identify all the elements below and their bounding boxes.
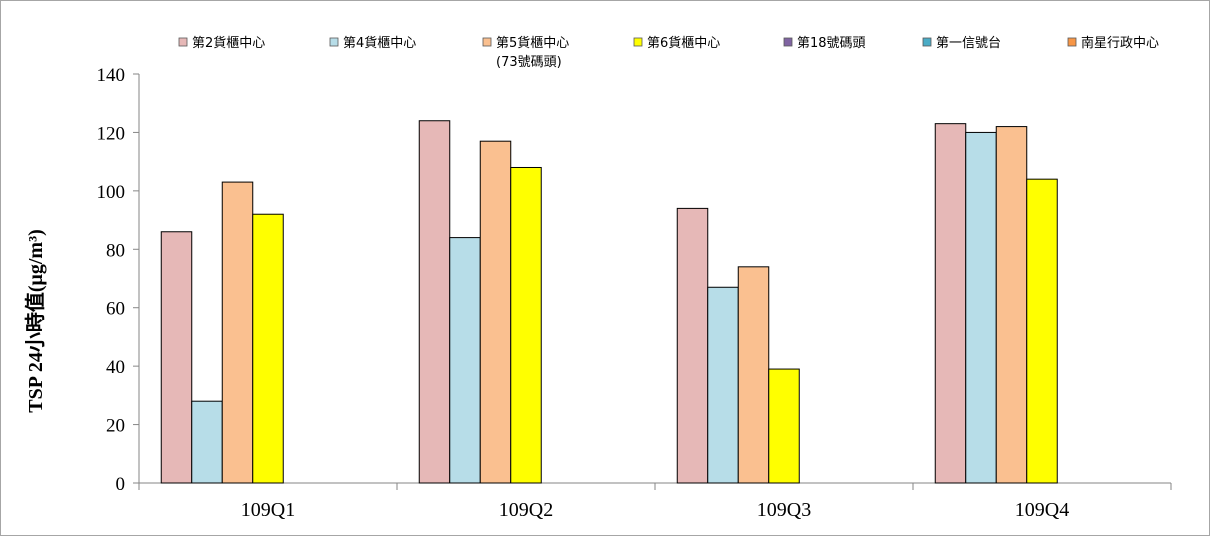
legend: 第2貨櫃中心 第4貨櫃中心 第5貨櫃中心(73號碼頭) 第6貨櫃中心 第18號碼頭 第一信…	[178, 35, 1159, 70]
bar	[160, 231, 193, 484]
x-tick-label: 109Q3	[757, 499, 811, 521]
bar	[418, 120, 451, 484]
x-tick-label: 109Q1	[241, 499, 295, 521]
legend-swatch	[633, 37, 643, 47]
bar	[1026, 178, 1058, 484]
legend-swatch	[178, 37, 188, 47]
legend-swatch	[329, 37, 339, 47]
bar	[221, 181, 254, 484]
y-tick-label: 140	[97, 65, 126, 86]
bar	[510, 166, 542, 484]
x-tick-label: 109Q2	[499, 499, 553, 521]
bar	[737, 266, 770, 484]
bar	[449, 237, 481, 484]
bar	[676, 207, 709, 484]
y-tick-label: 80	[106, 240, 125, 261]
bar	[707, 286, 739, 484]
axes: 0 20 40 60 80 100 120 140 109Q1 109Q2 109Q3 109Q4	[97, 65, 1172, 521]
y-tick-label: 20	[106, 416, 125, 437]
bar	[934, 123, 967, 484]
x-tick-label: 109Q4	[1015, 499, 1069, 521]
bar	[768, 368, 800, 484]
y-axis-label: TSP 24小時值(μg/m³)	[23, 229, 47, 412]
y-tick-label: 0	[116, 474, 126, 495]
bar	[995, 126, 1028, 484]
legend-label: 第5貨櫃中心(73號碼頭)	[496, 35, 569, 70]
y-tick-label: 120	[97, 123, 126, 144]
bar	[479, 140, 512, 484]
legend-label: 第一信號台	[936, 36, 1001, 51]
y-tick-label: 40	[106, 357, 125, 378]
bar	[191, 400, 223, 484]
bar	[252, 213, 284, 484]
bars	[160, 120, 1058, 484]
legend-swatch	[783, 37, 793, 47]
legend-swatch	[1067, 37, 1077, 47]
legend-label: 南星行政中心	[1081, 35, 1159, 51]
y-tick-label: 100	[97, 182, 126, 203]
bar	[965, 131, 997, 484]
legend-label: 第18號碼頭	[797, 36, 866, 51]
legend-label: 第6貨櫃中心	[647, 35, 720, 51]
y-tick-label: 60	[106, 299, 125, 320]
legend-label: 第4貨櫃中心	[343, 35, 416, 51]
legend-label: 第2貨櫃中心	[192, 35, 265, 51]
legend-swatch	[482, 37, 492, 47]
legend-swatch	[922, 37, 932, 47]
